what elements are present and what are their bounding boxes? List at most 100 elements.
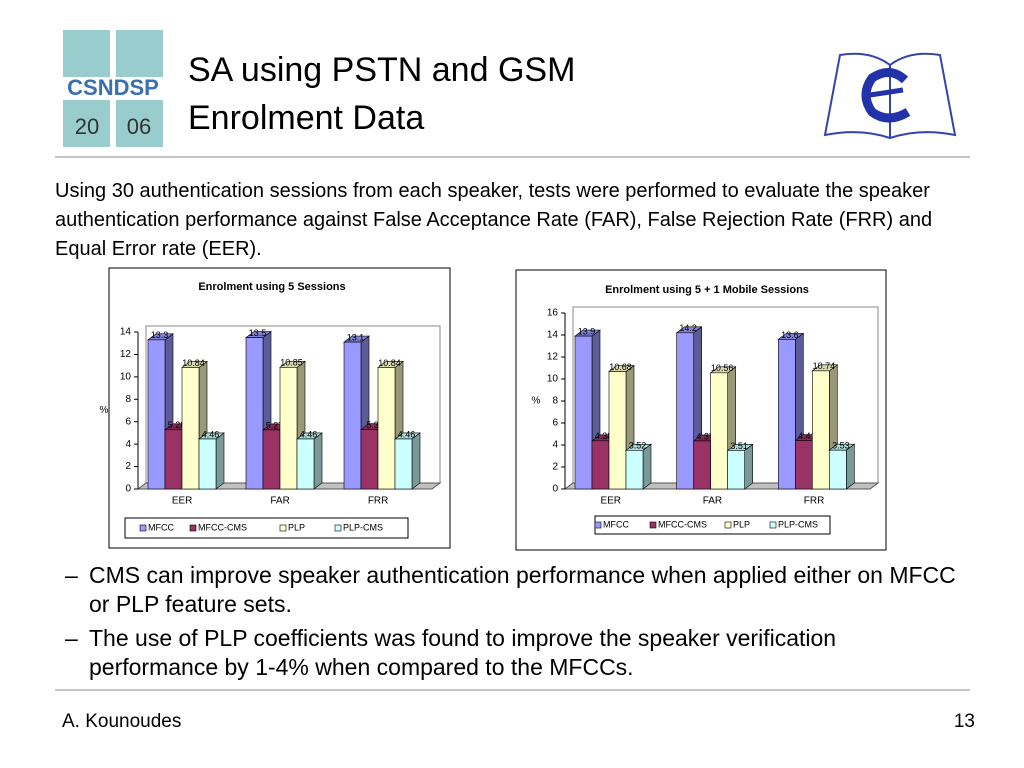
y-tick-label: 12 [120, 349, 132, 360]
x-tick-label: FRR [368, 496, 389, 507]
legend-swatch [594, 521, 602, 529]
y-tick-label: 10 [547, 374, 559, 385]
data-label: 10.84 [182, 358, 205, 368]
legend-label: PLP [288, 522, 305, 532]
data-label: 13.1 [347, 332, 365, 342]
legend-swatch [724, 521, 732, 529]
bar-front [591, 440, 610, 490]
data-label: 10.85 [280, 358, 303, 368]
bar-front [181, 367, 200, 490]
data-label: 13.5 [249, 328, 267, 338]
data-label: 4.46 [398, 429, 416, 439]
bullet-text: The use of PLP coefficients was found to… [89, 625, 837, 680]
y-tick-label: 4 [125, 439, 131, 450]
bar-front [795, 440, 813, 490]
x-tick-label: EER [172, 496, 193, 507]
y-tick-label: 6 [552, 418, 558, 429]
data-label: 10.56 [711, 363, 734, 373]
bullet-text: CMS can improve speaker authentication p… [89, 562, 956, 617]
bar-side [411, 432, 421, 490]
bullet-marker: – [65, 562, 78, 588]
slide-title: Enrolment Data [188, 99, 425, 137]
bar-side [215, 432, 225, 490]
y-tick-label: 14 [547, 330, 559, 341]
data-label: 5.3 [366, 420, 379, 430]
legend-swatch [334, 524, 342, 532]
data-label: 4.41 [798, 431, 816, 441]
data-label: 3.52 [629, 441, 647, 451]
bar-front [360, 429, 379, 490]
y-tick-label: 8 [552, 396, 558, 407]
bar-side [744, 443, 753, 490]
bar [726, 443, 754, 490]
bar-front [198, 438, 217, 490]
legend-box [124, 517, 409, 539]
bar-side [642, 443, 652, 490]
legend-swatch [189, 524, 197, 532]
legend-label: MFCC [603, 519, 629, 529]
legend-label: MFCC-CMS [658, 519, 707, 529]
bar [296, 432, 323, 490]
data-label: 4.46 [202, 429, 220, 439]
y-tick-label: 14 [120, 327, 132, 338]
bar-front [693, 440, 711, 490]
bar-front [394, 438, 413, 490]
y-tick-label: 12 [547, 352, 559, 363]
footer-author: A. Kounoudes [62, 711, 181, 732]
data-label: 10.74 [813, 361, 836, 371]
data-label: 3.51 [730, 441, 748, 451]
y-tick-label: 16 [547, 308, 559, 319]
x-tick-label: FRR [804, 496, 825, 507]
data-label: 4.38 [595, 431, 613, 441]
legend-label: PLP-CMS [778, 519, 818, 529]
data-label: 4.37 [696, 431, 714, 441]
y-axis-label: % [100, 405, 109, 416]
bar-side [846, 443, 855, 490]
data-label: 13.6 [781, 330, 799, 340]
bar-front [710, 372, 728, 490]
legend-label: PLP-CMS [343, 522, 383, 532]
bar-front [574, 335, 593, 490]
bar-front [778, 339, 796, 490]
chart: Enrolment using 5 + 1 Mobile Sessions% 0 2… [515, 269, 887, 551]
legend-label: MFCC-CMS [198, 522, 247, 532]
bar-front [812, 370, 830, 490]
data-label: 5.27 [266, 420, 284, 430]
y-tick-label: 4 [552, 440, 558, 451]
bullet: – The use of PLP coefficients was found t… [65, 624, 959, 682]
bar-front [625, 449, 644, 490]
y-tick-label: 8 [125, 394, 131, 405]
y-tick-label: 0 [125, 484, 131, 495]
y-axis-label: % [532, 396, 541, 407]
data-label: 10.68 [609, 362, 632, 372]
bar-front [377, 367, 396, 490]
bar-front [343, 341, 362, 490]
bullet-marker: – [65, 625, 78, 651]
data-label: 10.84 [378, 358, 401, 368]
legend-swatch [139, 524, 147, 532]
legend-label: PLP [733, 519, 750, 529]
bar-front [676, 332, 694, 490]
y-tick-label: 2 [552, 462, 558, 473]
legend-label: MFCC [148, 522, 174, 532]
bar-front [262, 429, 281, 490]
legend-swatch [279, 524, 287, 532]
x-tick-label: EER [600, 496, 621, 507]
logo-year: 06 [127, 114, 151, 139]
legend-swatch [769, 521, 777, 529]
bar-front [279, 367, 298, 490]
y-tick-label: 2 [125, 461, 131, 472]
bar [625, 443, 652, 490]
page-number: 13 [954, 711, 975, 732]
bar-side [313, 432, 323, 490]
data-label: 5.28 [168, 420, 186, 430]
bar-front [727, 450, 745, 490]
bar-front [164, 429, 183, 490]
csndsp-logo: CSNDSP 20 06 [63, 30, 163, 147]
chart-title: Enrolment using 5 Sessions [198, 281, 345, 293]
data-label: 3.53 [832, 441, 850, 451]
bar-front [245, 337, 264, 490]
y-tick-label: 0 [552, 484, 558, 495]
book-logo [823, 52, 957, 140]
